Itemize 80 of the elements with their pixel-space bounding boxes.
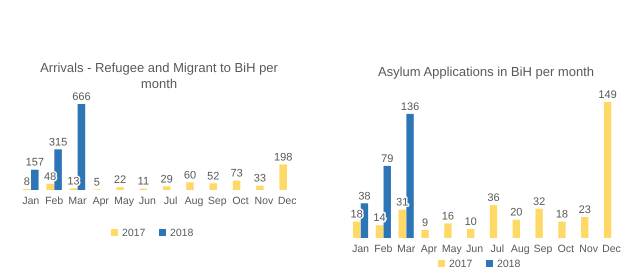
data-label: 52 bbox=[207, 170, 220, 182]
bar bbox=[54, 149, 62, 190]
x-tick-label: Apr bbox=[92, 195, 110, 207]
data-label: 36 bbox=[487, 192, 500, 204]
bar bbox=[558, 222, 566, 238]
x-tick-label: Oct bbox=[558, 243, 574, 255]
bar bbox=[406, 114, 414, 238]
x-tick-label: Jan bbox=[352, 243, 370, 255]
data-label: 23 bbox=[578, 204, 591, 216]
bar bbox=[46, 184, 54, 190]
data-label: 9 bbox=[422, 216, 428, 229]
data-label: 18 bbox=[556, 208, 568, 221]
x-tick-label: Mar bbox=[397, 243, 416, 255]
data-label: 10 bbox=[464, 216, 477, 228]
data-label: 20 bbox=[510, 206, 522, 219]
x-tick-label: Aug bbox=[184, 195, 204, 207]
data-label: 33 bbox=[254, 172, 266, 185]
bar bbox=[535, 208, 543, 238]
bar bbox=[444, 223, 452, 238]
bar bbox=[376, 225, 384, 238]
bar bbox=[604, 102, 612, 238]
bar bbox=[78, 104, 86, 190]
x-tick-label: Nov bbox=[254, 195, 274, 207]
data-label: 60 bbox=[184, 169, 196, 182]
x-tick-label: Feb bbox=[45, 195, 64, 207]
data-label: 157 bbox=[26, 156, 44, 169]
data-label: 38 bbox=[358, 190, 371, 202]
bar bbox=[421, 230, 429, 238]
x-tick-label: Dec bbox=[278, 195, 297, 207]
data-label: 5 bbox=[94, 176, 100, 188]
bar bbox=[512, 220, 520, 238]
data-label: 29 bbox=[160, 173, 173, 186]
x-tick-label: Jun bbox=[138, 195, 156, 207]
chart-title: Arrivals - Refugee and Migrant to BiH per month bbox=[40, 60, 279, 91]
x-tick-label: Sep bbox=[208, 195, 227, 207]
bar bbox=[467, 228, 474, 238]
x-tick-label: May bbox=[442, 243, 462, 255]
x-tick-label: Oct bbox=[232, 195, 249, 207]
data-label: 11 bbox=[138, 176, 150, 188]
bar bbox=[490, 205, 498, 238]
data-label: 32 bbox=[533, 196, 546, 208]
bar bbox=[581, 217, 588, 238]
data-label: 8 bbox=[24, 176, 30, 188]
bar bbox=[162, 186, 170, 190]
data-label: 666 bbox=[72, 91, 91, 103]
x-tick-label: Jan bbox=[22, 195, 40, 207]
data-label: 136 bbox=[400, 100, 420, 113]
legend-label: 2018 bbox=[497, 258, 521, 270]
data-label: 16 bbox=[442, 210, 454, 222]
bar bbox=[398, 210, 406, 238]
legend-label: 2018 bbox=[170, 227, 194, 239]
x-tick-label: Mar bbox=[68, 195, 87, 207]
bar bbox=[232, 180, 240, 190]
x-tick-label: Jun bbox=[466, 243, 484, 255]
x-tick-label: Apr bbox=[420, 243, 438, 255]
chart-title: Asylum Applications in BiH per month bbox=[378, 64, 594, 79]
legend-label: 2017 bbox=[449, 258, 473, 270]
bar bbox=[256, 186, 264, 190]
data-label: 198 bbox=[274, 151, 292, 164]
data-label: 22 bbox=[114, 174, 126, 186]
data-label: 79 bbox=[381, 152, 394, 165]
bar bbox=[186, 182, 194, 190]
data-label: 149 bbox=[598, 89, 617, 101]
x-tick-label: Dec bbox=[602, 243, 621, 255]
bar bbox=[31, 170, 39, 190]
x-tick-label: Aug bbox=[510, 243, 530, 255]
x-tick-label: May bbox=[114, 195, 135, 207]
bar bbox=[279, 164, 287, 190]
bar bbox=[116, 187, 124, 190]
bar bbox=[384, 166, 391, 238]
data-label: 73 bbox=[230, 168, 243, 180]
x-tick-label: Sep bbox=[534, 243, 553, 255]
x-tick-label: Jul bbox=[164, 195, 178, 207]
legend-label: 2017 bbox=[122, 227, 146, 239]
x-tick-label: Jul bbox=[490, 243, 504, 255]
x-tick-label: Feb bbox=[374, 243, 393, 255]
x-tick-label: Nov bbox=[579, 243, 599, 255]
bar bbox=[210, 183, 218, 190]
bar bbox=[352, 222, 360, 238]
data-label: 315 bbox=[48, 136, 68, 148]
